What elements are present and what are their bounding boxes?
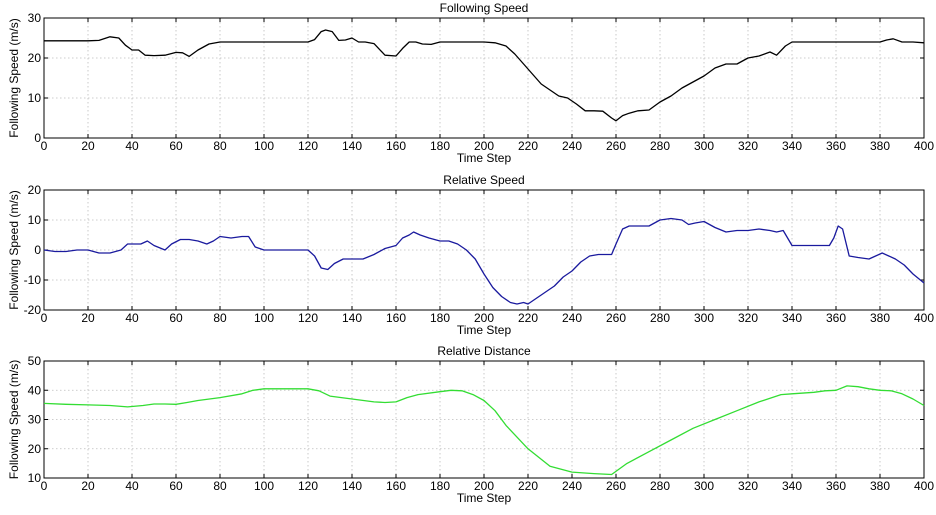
x-tick-label: 220 xyxy=(518,479,538,493)
y-tick-label: 20 xyxy=(28,183,42,197)
x-tick-label: 0 xyxy=(41,479,48,493)
x-tick-label: 200 xyxy=(474,139,494,153)
x-tick-label: 180 xyxy=(430,139,450,153)
y-tick-label: 0 xyxy=(34,131,41,145)
y-tick-label: -10 xyxy=(24,273,42,287)
chart-title: Relative Distance xyxy=(437,344,531,358)
x-tick-label: 60 xyxy=(169,139,183,153)
x-tick-label: 220 xyxy=(518,139,538,153)
x-tick-label: 140 xyxy=(342,479,362,493)
x-tick-label: 320 xyxy=(738,479,758,493)
y-axis-label: Following Speed (m/s) xyxy=(7,360,21,479)
x-tick-label: 100 xyxy=(254,311,274,325)
x-tick-label: 240 xyxy=(562,139,582,153)
y-axis-label: Following Speed (m/s) xyxy=(7,190,21,309)
x-tick-label: 80 xyxy=(213,311,227,325)
x-tick-label: 400 xyxy=(914,311,934,325)
x-tick-label: 180 xyxy=(430,311,450,325)
y-tick-label: 10 xyxy=(28,91,42,105)
x-tick-label: 400 xyxy=(914,139,934,153)
x-tick-label: 40 xyxy=(125,311,139,325)
x-tick-label: 80 xyxy=(213,139,227,153)
x-tick-label: 320 xyxy=(738,311,758,325)
x-tick-label: 120 xyxy=(298,311,318,325)
x-tick-label: 280 xyxy=(650,479,670,493)
x-tick-label: 280 xyxy=(650,311,670,325)
x-axis-label: Time Step xyxy=(457,491,512,505)
x-tick-label: 360 xyxy=(826,311,846,325)
x-tick-label: 360 xyxy=(826,139,846,153)
y-tick-label: 20 xyxy=(28,51,42,65)
x-tick-label: 200 xyxy=(474,311,494,325)
x-tick-label: 160 xyxy=(386,479,406,493)
x-tick-label: 180 xyxy=(430,479,450,493)
x-tick-label: 160 xyxy=(386,139,406,153)
y-axis-label: Following Speed (m/s) xyxy=(7,18,21,137)
x-tick-label: 300 xyxy=(694,139,714,153)
y-tick-label: 40 xyxy=(28,383,42,397)
y-tick-label: 30 xyxy=(28,413,42,427)
y-tick-label: 20 xyxy=(28,442,42,456)
x-tick-label: 60 xyxy=(169,479,183,493)
x-tick-label: 120 xyxy=(298,479,318,493)
series-line-1-0 xyxy=(43,217,925,305)
y-tick-label: 10 xyxy=(28,471,42,485)
x-tick-label: 280 xyxy=(650,139,670,153)
x-tick-label: 140 xyxy=(342,311,362,325)
x-tick-label: 20 xyxy=(81,311,95,325)
y-tick-label: 10 xyxy=(28,213,42,227)
x-tick-label: 340 xyxy=(782,311,802,325)
x-tick-label: 240 xyxy=(562,311,582,325)
x-tick-label: 140 xyxy=(342,139,362,153)
x-tick-label: 380 xyxy=(870,479,890,493)
x-tick-label: 340 xyxy=(782,479,802,493)
x-tick-label: 40 xyxy=(125,479,139,493)
chart-panel-2: 0 20 40 60 80 100 120 140 160 180 200 220 240 260 280 3… xyxy=(7,344,934,505)
x-tick-label: 120 xyxy=(298,139,318,153)
x-tick-label: 300 xyxy=(694,311,714,325)
chart-panel-0: 0 20 40 60 80 100 120 140 160 180 200 220 240 260 280 3… xyxy=(7,1,934,165)
chart-title: Following Speed xyxy=(440,1,529,15)
y-tick-label: 30 xyxy=(28,11,42,25)
x-axis-label: Time Step xyxy=(457,151,512,165)
x-tick-label: 360 xyxy=(826,479,846,493)
x-tick-label: 260 xyxy=(606,311,626,325)
x-tick-label: 400 xyxy=(914,479,934,493)
series-line-2-0 xyxy=(43,385,925,476)
x-tick-label: 0 xyxy=(41,139,48,153)
y-tick-label: 0 xyxy=(34,243,41,257)
x-tick-label: 240 xyxy=(562,479,582,493)
x-tick-label: 80 xyxy=(213,479,227,493)
x-tick-label: 60 xyxy=(169,311,183,325)
x-tick-label: 100 xyxy=(254,139,274,153)
x-tick-label: 100 xyxy=(254,479,274,493)
x-tick-label: 20 xyxy=(81,479,95,493)
x-tick-label: 20 xyxy=(81,139,95,153)
x-tick-label: 40 xyxy=(125,139,139,153)
chart-panel-1: 0 20 40 60 80 100 120 140 160 180 200 220 240 260 280 3… xyxy=(7,173,934,337)
chart-title: Relative Speed xyxy=(443,173,524,187)
x-tick-label: 220 xyxy=(518,311,538,325)
x-tick-label: 0 xyxy=(41,311,48,325)
x-tick-label: 200 xyxy=(474,479,494,493)
x-tick-label: 300 xyxy=(694,479,714,493)
x-tick-label: 260 xyxy=(606,139,626,153)
x-tick-label: 380 xyxy=(870,139,890,153)
x-tick-label: 160 xyxy=(386,311,406,325)
x-tick-label: 320 xyxy=(738,139,758,153)
x-tick-label: 260 xyxy=(606,479,626,493)
y-tick-label: 50 xyxy=(28,354,42,368)
y-tick-label: -20 xyxy=(24,303,42,317)
series-line-0-0 xyxy=(44,29,925,122)
x-tick-label: 380 xyxy=(870,311,890,325)
x-tick-label: 340 xyxy=(782,139,802,153)
x-axis-label: Time Step xyxy=(457,323,512,337)
